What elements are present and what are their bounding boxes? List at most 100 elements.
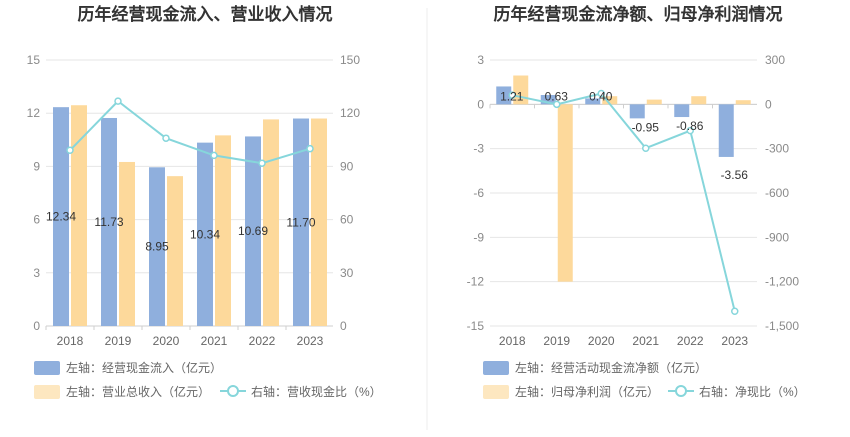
data-label: 0.40 (589, 89, 613, 103)
bar-series-1[interactable] (629, 104, 645, 119)
legend-marker-cash-ratio[interactable] (227, 385, 239, 397)
bar-series-2[interactable] (263, 119, 279, 326)
x-axis-tick: 2018 (499, 334, 526, 348)
data-labels: 1.21 0.63 0.40 -0.95 -0.86 -3.56 (500, 89, 748, 182)
bar-series-1[interactable] (718, 104, 734, 157)
chart-title: 历年经营现金流入、营业收入情况 (78, 4, 333, 25)
revenue-bars (71, 105, 327, 327)
bar-series-2[interactable] (557, 104, 573, 282)
legend-swatch-cash-inflow[interactable] (34, 361, 60, 375)
legend-label-net-cash-flow[interactable]: 左轴：经营活动现金流净额（亿元） (515, 360, 707, 375)
bar-series-1[interactable] (293, 118, 309, 327)
left-axis-ticks: 3 0 -3 -6 -9 -12 -15 (467, 53, 485, 333)
bar-series-1[interactable] (197, 142, 213, 326)
right-axis-tick: -300 (765, 142, 789, 156)
line-point[interactable] (553, 100, 561, 109)
right-axis-tick: -1,200 (765, 275, 799, 289)
cash-inflow-bars (53, 107, 309, 327)
line-point[interactable] (508, 91, 516, 99)
net-cash-flow-bars (496, 86, 734, 157)
bar-series-1[interactable] (101, 117, 117, 326)
bar-series-1[interactable] (540, 95, 556, 105)
data-label: 10.34 (190, 227, 220, 241)
legend[interactable]: 左轴：经营现金流入（亿元） 左轴：营业总收入（亿元） 右轴：营收现金比（%） (34, 360, 382, 399)
x-axis-ticks: 2018 2019 2020 2021 2022 2023 (499, 334, 749, 348)
bar-series-1[interactable] (149, 167, 165, 326)
line-point[interactable] (258, 159, 266, 167)
right-axis-tick: 0 (340, 319, 347, 333)
legend-swatch-revenue[interactable] (34, 385, 60, 399)
bar-series-2[interactable] (646, 99, 662, 105)
legend-marker-net-cash-ratio[interactable] (675, 385, 687, 397)
bar-series-1[interactable] (496, 86, 512, 105)
line-point[interactable] (642, 144, 650, 152)
legend-label-net-cash-ratio[interactable]: 右轴：净现比（%） (699, 384, 806, 399)
right-axis-ticks: 300 0 -300 -600 -900 -1,200 -1,500 (765, 53, 799, 333)
line-point[interactable] (114, 97, 122, 105)
data-label: 11.73 (94, 215, 123, 229)
left-axis-tick: -3 (473, 142, 484, 156)
left-axis-tick: -9 (473, 230, 484, 244)
chart-title: 历年经营现金流净额、归母净利润情况 (494, 4, 783, 25)
legend-label-net-profit[interactable]: 左轴：归母净利润（亿元） (515, 384, 659, 399)
right-axis-tick: 150 (340, 53, 360, 67)
x-axis-tick: 2023 (721, 334, 748, 348)
bar-series-2[interactable] (311, 118, 327, 327)
cash-ratio-line (66, 97, 314, 167)
line-point[interactable] (210, 151, 218, 160)
bar-series-1[interactable] (245, 136, 261, 326)
legend-swatch-net-profit[interactable] (483, 385, 509, 399)
left-axis-tick: 15 (27, 53, 41, 67)
left-axis-tick: -15 (467, 319, 485, 333)
bar-series-2[interactable] (602, 96, 618, 105)
line-point[interactable] (162, 134, 170, 142)
x-axis-tick: 2023 (297, 334, 324, 348)
legend[interactable]: 左轴：经营活动现金流净额（亿元） 左轴：归母净利润（亿元） 右轴：净现比（%） (483, 360, 806, 399)
line-point[interactable] (686, 126, 694, 135)
legend-swatch-net-cash-flow[interactable] (483, 361, 509, 375)
bar-series-1[interactable] (53, 107, 69, 326)
x-axis-ticks: 2018 2019 2020 2021 2022 2023 (57, 334, 324, 348)
x-axis-tick: 2020 (588, 334, 615, 348)
left-axis-tick: 9 (33, 159, 40, 173)
legend-label-cash-ratio[interactable]: 右轴：营收现金比（%） (251, 384, 382, 399)
data-label: -0.95 (632, 120, 660, 134)
bar-series-2[interactable] (71, 105, 87, 326)
x-axis-tick: 2019 (543, 334, 570, 348)
line-point[interactable] (597, 89, 605, 98)
left-axis-tick: -6 (473, 186, 484, 200)
x-axis-tick: 2020 (153, 334, 180, 348)
data-label: 0.63 (545, 89, 569, 103)
data-label: -0.86 (676, 119, 704, 133)
left-axis-tick: -12 (467, 275, 485, 289)
bar-series-2[interactable] (167, 176, 183, 326)
x-axis-tick: 2019 (105, 334, 132, 348)
left-axis-tick: 0 (33, 319, 40, 333)
chart-cash-inflow-revenue: 历年经营现金流入、营业收入情况 12.34 11.73 8.95 10.34 10.69… (27, 4, 382, 399)
right-axis-tick: 300 (765, 53, 785, 67)
data-label: -3.56 (721, 168, 749, 182)
left-axis-ticks: 0 3 6 9 12 15 (27, 53, 41, 333)
legend-label-cash-inflow[interactable]: 左轴：经营现金流入（亿元） (66, 360, 222, 375)
line-point[interactable] (306, 144, 314, 153)
line-point[interactable] (66, 146, 74, 155)
line-series[interactable] (512, 92, 736, 312)
right-axis-ticks: 0 30 60 90 120 150 (340, 53, 360, 333)
left-axis-tick: 0 (477, 97, 484, 111)
x-axis-tick: 2022 (677, 334, 704, 348)
line-point[interactable] (731, 307, 739, 315)
legend-label-revenue[interactable]: 左轴：营业总收入（亿元） (66, 384, 210, 399)
bar-series-1[interactable] (585, 98, 601, 105)
gridlines (489, 59, 757, 327)
right-axis-tick: 30 (340, 266, 354, 280)
bar-series-1[interactable] (674, 104, 690, 118)
bar-series-2[interactable] (735, 100, 751, 105)
data-label: 1.21 (500, 89, 524, 103)
bar-series-2[interactable] (215, 135, 231, 326)
right-axis-tick: 90 (340, 159, 354, 173)
bar-series-2[interactable] (119, 161, 135, 326)
bar-series-2[interactable] (691, 96, 707, 105)
data-label: 10.69 (238, 224, 268, 238)
line-series[interactable] (69, 99, 311, 165)
